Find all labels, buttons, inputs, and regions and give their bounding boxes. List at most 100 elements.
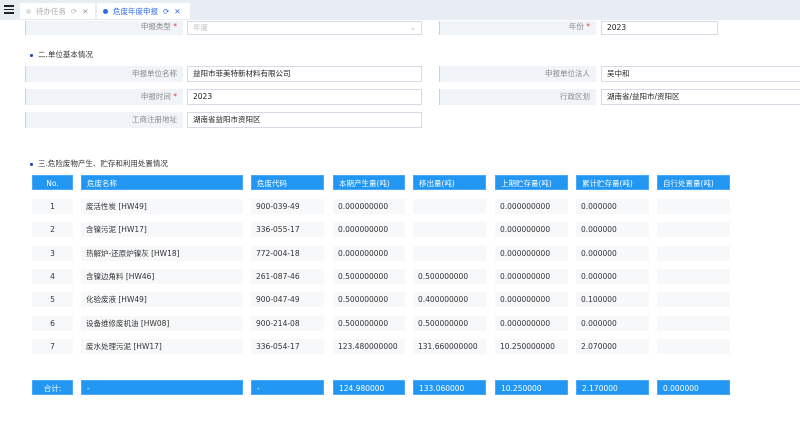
total-cum-stock: 2.170000 [576,380,649,395]
row-cum-stock: 0.000000 [576,315,649,331]
row-code: 336-054-17 [251,338,324,354]
row-prev-stock: 10.250000000 [495,338,568,354]
row-transferred [413,245,486,261]
unit-name-label: 申报单位名称 [25,66,183,82]
row-code: 900-047-49 [251,292,324,308]
total-no: 合计: [32,380,73,395]
row-self-disposal [657,222,730,238]
row-transferred: 131.660000000 [413,338,486,354]
tab-dot-icon [26,8,31,14]
row-prev-stock: 0.000000000 [495,268,568,284]
report-time-label: 申报时间 * [25,89,183,105]
row-self-disposal [657,292,730,308]
type-select[interactable]: 年度 ⌄ [187,21,422,35]
region-input[interactable]: 湖南省/益阳市/资阳区 [601,89,800,105]
row-produced: 0.000000000 [333,222,405,238]
refresh-icon[interactable]: ⟳ [163,6,170,16]
tab-label: 待办任务 [36,6,66,16]
row-name: 废活性炭 [HW49] [81,199,243,214]
report-time-input[interactable]: 2023 [187,89,422,105]
type-label: 申报类型 * [25,21,183,35]
row-prev-stock: 0.000000000 [495,315,568,331]
row-produced: 123.480000000 [333,338,405,354]
total-name: - [81,380,243,395]
row-code: 900-214-08 [251,315,324,331]
section-hazardous-waste-title: 三.危险废物产生、贮存和利用处置情况 [30,158,168,169]
row-produced: 0.500000000 [333,268,405,284]
tab-dot-icon [103,8,108,14]
total-code: - [251,380,324,395]
header-produced: 本期产生量(吨) [333,175,405,190]
row-transferred: 0.400000000 [413,292,486,308]
year-label: 年份 * [439,21,596,35]
total-produced: 124.980000 [333,380,405,395]
unit-name-input[interactable]: 益阳市菲美特新材料有限公司 [187,66,422,82]
region-label: 行政区划 [439,89,596,105]
row-transferred: 0.500000000 [413,315,486,331]
header-self-disposal: 自行处置量(吨) [657,175,730,190]
tab-label: 危废年度申报 [113,6,158,16]
row-transferred: 0.500000000 [413,268,486,284]
year-input[interactable]: 2023 [601,21,718,35]
row-self-disposal [657,268,730,284]
header-no: No. [32,175,73,190]
header-cum-stock: 累计贮存量(吨) [576,175,649,190]
address-input[interactable]: 湖南省益阳市资阳区 [187,112,422,128]
total-transferred: 133.060000 [413,380,486,395]
row-name: 含镍边角料 [HW46] [81,268,243,284]
row-no: 7 [32,338,73,354]
tab-bar: 待办任务 ⟳ ✕ 危废年度申报 ⟳ ✕ [0,0,800,20]
row-cum-stock: 0.000000 [576,222,649,238]
menu-icon[interactable] [4,5,14,14]
row-transferred [413,222,486,238]
row-self-disposal [657,245,730,261]
section-unit-info-title: 二.单位基本情况 [30,49,93,60]
header-name: 危废名称 [81,175,243,190]
address-label: 工商注册地址 [25,112,183,128]
tab-annual-report[interactable]: 危废年度申报 ⟳ ✕ [97,3,190,19]
refresh-icon[interactable]: ⟳ [71,6,78,16]
row-prev-stock: 0.000000000 [495,292,568,308]
row-produced: 0.000000000 [333,245,405,261]
row-name: 含镍污泥 [HW17] [81,222,243,238]
close-icon[interactable]: ✕ [82,6,89,16]
row-no: 5 [32,292,73,308]
row-transferred [413,199,486,214]
total-prev-stock: 10.250000 [495,380,568,395]
row-cum-stock: 0.100000 [576,292,649,308]
row-cum-stock: 0.000000 [576,199,649,214]
row-prev-stock: 0.000000000 [495,222,568,238]
row-no: 1 [32,199,73,214]
row-no: 6 [32,315,73,331]
row-cum-stock: 0.000000 [576,268,649,284]
header-code: 危废代码 [251,175,324,190]
row-produced: 0.500000000 [333,315,405,331]
row-cum-stock: 0.000000 [576,245,649,261]
header-transferred: 移出量(吨) [413,175,486,190]
row-name: 热解炉-还原炉镍灰 [HW18] [81,245,243,261]
chevron-down-icon: ⌄ [409,23,416,32]
row-code: 336-055-17 [251,222,324,238]
row-no: 3 [32,245,73,261]
legal-person-label: 申报单位法人 [439,66,596,82]
tab-todo[interactable]: 待办任务 ⟳ ✕ [20,3,95,19]
row-no: 2 [32,222,73,238]
row-prev-stock: 0.000000000 [495,199,568,214]
row-no: 4 [32,268,73,284]
legal-person-input[interactable]: 吴中和 [601,66,800,82]
row-prev-stock: 0.000000000 [495,245,568,261]
header-prev-stock: 上期贮存量(吨) [495,175,568,190]
row-produced: 0.500000000 [333,292,405,308]
row-self-disposal [657,315,730,331]
close-icon[interactable]: ✕ [174,6,181,16]
row-code: 900-039-49 [251,199,324,214]
row-name: 废水处理污泥 [HW17] [81,338,243,354]
row-self-disposal [657,199,730,214]
row-name: 设备维修废机油 [HW08] [81,315,243,331]
row-code: 261-087-46 [251,268,324,284]
row-code: 772-004-18 [251,245,324,261]
row-self-disposal [657,338,730,354]
total-self-disposal: 0.000000 [657,380,730,395]
row-cum-stock: 2.070000 [576,338,649,354]
row-name: 化验废液 [HW49] [81,292,243,308]
